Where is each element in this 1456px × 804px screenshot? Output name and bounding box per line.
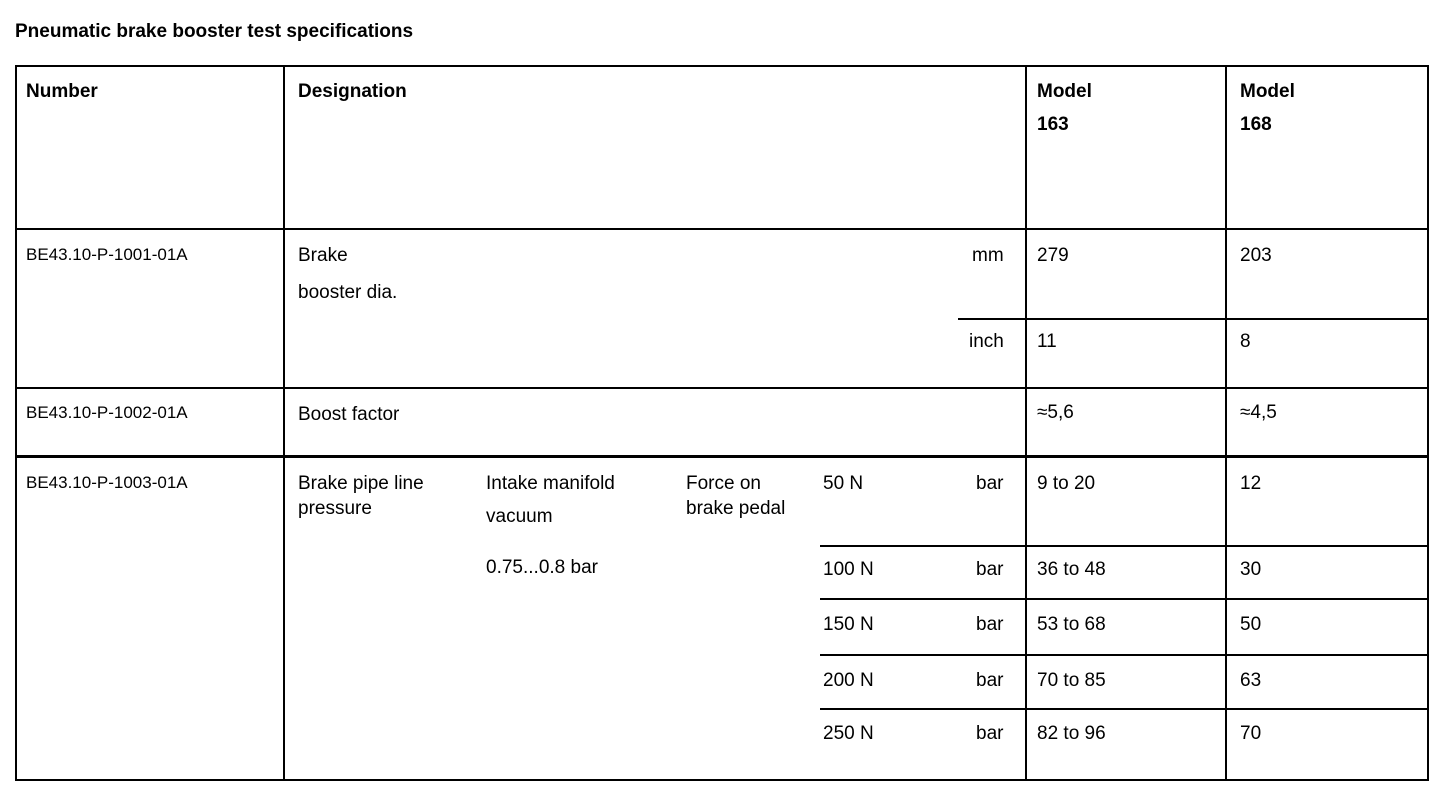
force-label: brake pedal bbox=[686, 498, 786, 519]
row-divider bbox=[820, 545, 1428, 547]
force-value: 250 N bbox=[823, 723, 874, 744]
page-title: Pneumatic brake booster test specificati… bbox=[15, 21, 414, 42]
header-number: Number bbox=[26, 81, 98, 102]
table-border bbox=[15, 65, 1429, 67]
row-designation: pressure bbox=[298, 498, 372, 519]
row-designation: Brake pipe line bbox=[298, 473, 424, 494]
value-163: 36 to 48 bbox=[1037, 559, 1106, 580]
unit: bar bbox=[976, 559, 1004, 580]
force-label: Force on bbox=[686, 473, 761, 494]
row-number: BE43.10-P-1001-01A bbox=[26, 245, 188, 264]
unit: bar bbox=[976, 723, 1004, 744]
table-border bbox=[15, 779, 1429, 781]
value-163: ≈5,6 bbox=[1037, 402, 1074, 423]
value-163: 11 bbox=[1037, 331, 1057, 352]
table-border bbox=[1427, 65, 1429, 781]
value-168: ≈4,5 bbox=[1240, 402, 1277, 423]
value-163: 70 to 85 bbox=[1037, 670, 1106, 691]
row-divider bbox=[820, 598, 1428, 600]
value-168: 50 bbox=[1240, 614, 1262, 635]
value-163: 9 to 20 bbox=[1037, 473, 1096, 494]
unit: inch bbox=[969, 331, 1004, 352]
column-divider bbox=[1025, 65, 1027, 781]
value-168: 70 bbox=[1240, 723, 1262, 744]
condition-label: vacuum bbox=[486, 506, 553, 527]
row-divider bbox=[820, 708, 1428, 710]
value-168: 8 bbox=[1240, 331, 1251, 352]
row-divider bbox=[958, 318, 1428, 320]
row-designation: Brake bbox=[298, 245, 348, 266]
force-value: 50 N bbox=[823, 473, 864, 494]
unit: mm bbox=[972, 245, 1004, 266]
header-model-163: Model bbox=[1037, 81, 1092, 102]
force-value: 100 N bbox=[823, 559, 874, 580]
value-163: 53 to 68 bbox=[1037, 614, 1106, 635]
force-value: 200 N bbox=[823, 670, 874, 691]
row-designation: booster dia. bbox=[298, 282, 398, 303]
value-168: 63 bbox=[1240, 670, 1262, 691]
column-divider bbox=[1225, 65, 1227, 781]
value-168: 30 bbox=[1240, 559, 1262, 580]
force-value: 150 N bbox=[823, 614, 874, 635]
header-model-163-number: 163 bbox=[1037, 114, 1069, 135]
value-168: 203 bbox=[1240, 245, 1272, 266]
condition-label: Intake manifold bbox=[486, 473, 615, 494]
row-divider bbox=[820, 654, 1428, 656]
value-168: 12 bbox=[1240, 473, 1262, 494]
table-border bbox=[15, 65, 17, 781]
column-divider bbox=[283, 65, 285, 781]
header-model-168: Model bbox=[1240, 81, 1295, 102]
row-number: BE43.10-P-1002-01A bbox=[26, 403, 188, 422]
header-model-168-number: 168 bbox=[1240, 114, 1272, 135]
row-number: BE43.10-P-1003-01A bbox=[26, 473, 188, 492]
header-designation: Designation bbox=[298, 81, 407, 102]
row-designation: Boost factor bbox=[298, 404, 400, 425]
row-divider bbox=[15, 228, 1429, 230]
row-divider bbox=[15, 387, 1429, 389]
value-163: 82 to 96 bbox=[1037, 723, 1106, 744]
condition-value: 0.75...0.8 bar bbox=[486, 557, 598, 578]
unit: bar bbox=[976, 670, 1004, 691]
value-163: 279 bbox=[1037, 245, 1069, 266]
unit: bar bbox=[976, 614, 1004, 635]
unit: bar bbox=[976, 473, 1004, 494]
row-divider bbox=[15, 455, 1429, 458]
